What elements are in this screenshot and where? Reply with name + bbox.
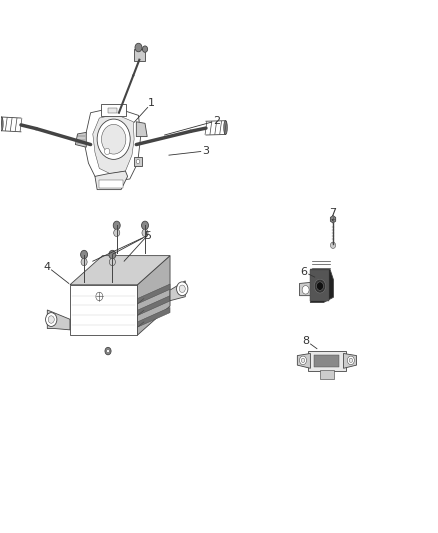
Circle shape bbox=[114, 229, 120, 237]
Circle shape bbox=[301, 358, 305, 362]
FancyBboxPatch shape bbox=[134, 157, 142, 166]
Text: 3: 3 bbox=[202, 146, 209, 156]
Text: 2: 2 bbox=[213, 116, 220, 126]
FancyBboxPatch shape bbox=[308, 351, 346, 371]
Circle shape bbox=[177, 282, 188, 296]
Circle shape bbox=[109, 251, 116, 259]
Text: 4: 4 bbox=[43, 262, 51, 271]
Polygon shape bbox=[138, 308, 170, 327]
Circle shape bbox=[142, 46, 148, 52]
Circle shape bbox=[107, 350, 110, 353]
Polygon shape bbox=[70, 285, 138, 335]
Circle shape bbox=[317, 282, 323, 290]
Polygon shape bbox=[93, 114, 134, 174]
Circle shape bbox=[113, 221, 120, 230]
Polygon shape bbox=[138, 256, 170, 335]
Bar bbox=[99, 180, 123, 188]
Circle shape bbox=[81, 251, 88, 259]
Circle shape bbox=[81, 259, 87, 266]
Circle shape bbox=[97, 119, 130, 159]
Text: 5: 5 bbox=[144, 231, 151, 241]
Circle shape bbox=[142, 229, 148, 237]
Polygon shape bbox=[75, 132, 86, 147]
Circle shape bbox=[136, 159, 140, 164]
Polygon shape bbox=[297, 353, 311, 368]
Circle shape bbox=[141, 221, 148, 230]
Circle shape bbox=[349, 358, 353, 362]
Polygon shape bbox=[300, 282, 311, 296]
FancyBboxPatch shape bbox=[134, 49, 145, 61]
Polygon shape bbox=[311, 269, 333, 303]
Text: 6: 6 bbox=[300, 267, 307, 277]
Polygon shape bbox=[311, 270, 329, 302]
Circle shape bbox=[102, 124, 126, 154]
Circle shape bbox=[48, 316, 54, 323]
Polygon shape bbox=[170, 281, 185, 301]
Circle shape bbox=[300, 356, 307, 365]
Circle shape bbox=[302, 286, 309, 294]
Circle shape bbox=[330, 242, 336, 248]
Circle shape bbox=[105, 148, 110, 155]
Polygon shape bbox=[330, 216, 336, 223]
Polygon shape bbox=[84, 108, 141, 182]
Circle shape bbox=[179, 285, 185, 293]
Bar bbox=[314, 355, 339, 367]
Circle shape bbox=[314, 279, 325, 293]
FancyBboxPatch shape bbox=[320, 370, 334, 379]
FancyBboxPatch shape bbox=[101, 104, 126, 116]
Polygon shape bbox=[95, 171, 127, 190]
Polygon shape bbox=[138, 284, 170, 304]
Circle shape bbox=[96, 292, 103, 301]
Circle shape bbox=[135, 43, 142, 52]
Ellipse shape bbox=[224, 120, 227, 134]
Bar bbox=[108, 108, 117, 114]
Circle shape bbox=[347, 356, 354, 365]
Ellipse shape bbox=[0, 117, 3, 131]
Polygon shape bbox=[136, 122, 147, 136]
Polygon shape bbox=[47, 310, 70, 330]
Polygon shape bbox=[70, 256, 170, 285]
Polygon shape bbox=[138, 296, 170, 316]
Circle shape bbox=[110, 259, 116, 266]
Circle shape bbox=[105, 348, 111, 355]
Polygon shape bbox=[343, 353, 357, 368]
Circle shape bbox=[46, 313, 57, 326]
Text: 1: 1 bbox=[148, 98, 155, 108]
Text: 8: 8 bbox=[303, 336, 310, 346]
Text: 7: 7 bbox=[328, 208, 336, 219]
